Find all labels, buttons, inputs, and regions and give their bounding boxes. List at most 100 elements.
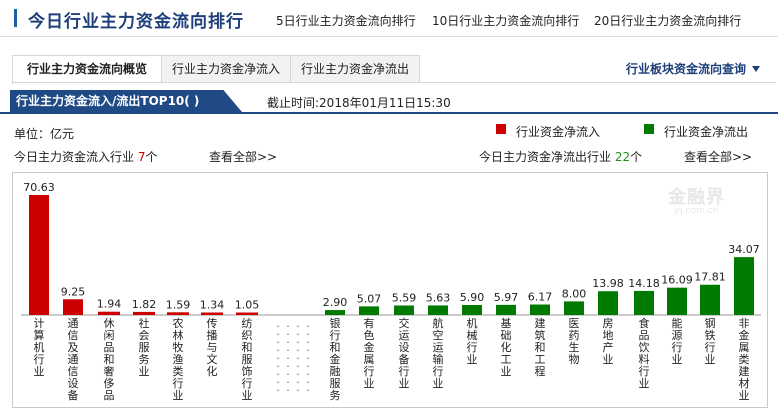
outflow-value-label: 17.81: [694, 271, 726, 284]
link-10day-ranking[interactable]: 10日行业主力资金流向排行: [432, 14, 580, 28]
inflow-value-label: 1.34: [200, 299, 225, 312]
legend-inflow-label: 行业资金净流入: [516, 125, 601, 139]
inflow-category-label: 传播与文化: [207, 317, 218, 378]
tab-net-inflow[interactable]: 行业主力资金净流入: [161, 55, 291, 83]
inflow-bar: [236, 312, 258, 315]
outflow-value-label: 5.90: [460, 291, 485, 304]
outflow-value-label: 13.98: [592, 277, 624, 290]
inflow-category-label: 休闲品和奢侈品: [104, 317, 115, 402]
outflow-bar: [462, 304, 482, 315]
page-header: 今日行业主力资金流向排行 5日行业主力资金流向排行 10日行业主力资金流向排行 …: [0, 0, 778, 37]
outflow-category-label: 非金属类建材业: [739, 317, 750, 402]
outflow-category-label: 银行和金融服务: [330, 316, 341, 402]
outflow-view-all-link[interactable]: 查看全部>>: [684, 150, 753, 164]
outflow-category-label: 房地产业: [603, 317, 614, 366]
inflow-value-label: 1.05: [235, 299, 260, 312]
outflow-category-label: 建筑和工程: [535, 316, 546, 378]
section-banner-label: 行业主力资金流入/流出TOP10( ): [16, 94, 200, 108]
group-separator-dots: .........: [306, 317, 310, 394]
outflow-category-label: 钢铁行业: [705, 317, 716, 366]
tab-overview[interactable]: 行业主力资金流向概览: [12, 55, 162, 84]
caret-down-icon: [752, 66, 760, 72]
link-20day-ranking[interactable]: 20日行业主力资金流向排行: [594, 14, 742, 28]
outflow-value-label: 5.97: [494, 291, 519, 304]
group-separator-dots: .........: [276, 317, 280, 394]
inflow-bar: [133, 311, 155, 315]
tab-net-outflow[interactable]: 行业主力资金净流出: [290, 55, 420, 83]
sector-query-dropdown[interactable]: 行业板块资金流向查询: [626, 60, 760, 77]
outflow-summary: 今日主力资金净流出行业 22个: [479, 148, 642, 165]
legend-outflow-swatch: [644, 124, 654, 134]
outflow-category-label: 基础化工业: [501, 317, 512, 378]
outflow-bar: [359, 306, 379, 315]
inflow-bar: [167, 312, 189, 315]
watermark-domain: jrj.com.cn: [674, 206, 719, 216]
legend-inflow-swatch: [496, 124, 506, 134]
inflow-bar: [201, 312, 223, 315]
watermark-logo: 金融界: [668, 187, 725, 208]
inflow-summary: 今日主力资金流入行业 7个: [14, 148, 158, 165]
unit-label: 单位：亿元: [14, 127, 75, 141]
inflow-category-label: 通信及通信设备: [68, 317, 79, 402]
outflow-category-label: 食品饮料行业: [639, 316, 650, 390]
outflow-bar: [496, 304, 516, 315]
outflow-bar: [734, 257, 754, 315]
inflow-category-label: 纺织和服饰行业: [242, 316, 253, 402]
section-header: 行业主力资金流入/流出TOP10( ) 截止时间:2018年01月11日15:3…: [0, 90, 778, 114]
link-5day-ranking[interactable]: 5日行业主力资金流向排行: [276, 14, 416, 28]
outflow-value-label: 16.09: [661, 274, 693, 287]
outflow-bar: [428, 305, 448, 315]
inflow-value-label: 1.59: [166, 298, 191, 311]
outflow-value-label: 2.90: [323, 296, 348, 309]
outflow-value-label: 6.17: [528, 291, 553, 304]
outflow-category-label: 航空运输行业: [433, 316, 444, 390]
outflow-value-label: 5.07: [357, 292, 382, 305]
inflow-count-unit: 个: [145, 150, 158, 164]
sector-query-label: 行业板块资金流向查询: [625, 62, 746, 76]
outflow-count-unit: 个: [630, 150, 643, 164]
inflow-bar: [29, 195, 49, 315]
sector-flow-bar-chart: 70.63 计算机行业 9.25 通信及通信设备 1.94 休闲品和奢侈品 1.82 社会服务…: [21, 181, 761, 402]
outflow-count: 22: [614, 150, 631, 164]
inflow-bar: [98, 311, 120, 315]
inflow-category-label: 农林牧渔类行业: [173, 316, 184, 402]
title-accent-bar: [14, 9, 17, 27]
outflow-category-label: 有色金属行业: [364, 316, 375, 390]
inflow-summary-text: 今日主力资金流入行业: [14, 150, 135, 164]
inflow-category-label: 计算机行业: [34, 317, 45, 378]
outflow-value-label: 14.18: [628, 277, 660, 290]
group-separator-dots: .........: [286, 317, 290, 394]
inflow-category-label: 社会服务业: [139, 316, 150, 378]
outflow-bar: [564, 301, 584, 315]
outflow-value-label: 34.07: [728, 243, 760, 256]
inflow-view-all-link[interactable]: 查看全部>>: [209, 150, 278, 164]
outflow-bar: [598, 291, 618, 315]
outflow-bar: [700, 284, 720, 315]
outflow-bar: [530, 304, 550, 315]
page-title: 今日行业主力资金流向排行: [28, 12, 244, 32]
group-separator-dots: .........: [296, 317, 300, 394]
outflow-bar: [325, 310, 345, 315]
inflow-count: 7: [137, 150, 146, 164]
inflow-value-label: 1.94: [97, 298, 122, 311]
outflow-category-label: 交运设备行业: [399, 316, 410, 390]
tab-divider: [12, 82, 776, 83]
outflow-category-label: 机械行业: [467, 316, 478, 366]
legend-outflow-label: 行业资金净流出: [664, 125, 749, 139]
outflow-bar: [394, 305, 414, 315]
section-banner: 行业主力资金流入/流出TOP10( ): [10, 90, 242, 112]
inflow-value-label: 1.82: [132, 298, 157, 311]
outflow-value-label: 5.59: [392, 292, 417, 305]
inflow-value-label: 70.63: [23, 181, 55, 194]
outflow-value-label: 8.00: [562, 287, 587, 300]
chart-frame: 70.63 计算机行业 9.25 通信及通信设备 1.94 休闲品和奢侈品 1.82 社会服务…: [12, 172, 768, 408]
outflow-category-label: 医药生物: [569, 317, 580, 366]
inflow-value-label: 9.25: [61, 285, 86, 298]
outflow-bar: [634, 290, 654, 315]
outflow-value-label: 5.63: [426, 291, 451, 304]
inflow-bar: [63, 299, 83, 315]
outflow-category-label: 能源行业: [672, 316, 683, 366]
outflow-bar: [667, 287, 687, 315]
outflow-summary-text: 今日主力资金净流出行业: [479, 150, 612, 164]
deadline-time: 截止时间:2018年01月11日15:30: [267, 96, 451, 110]
